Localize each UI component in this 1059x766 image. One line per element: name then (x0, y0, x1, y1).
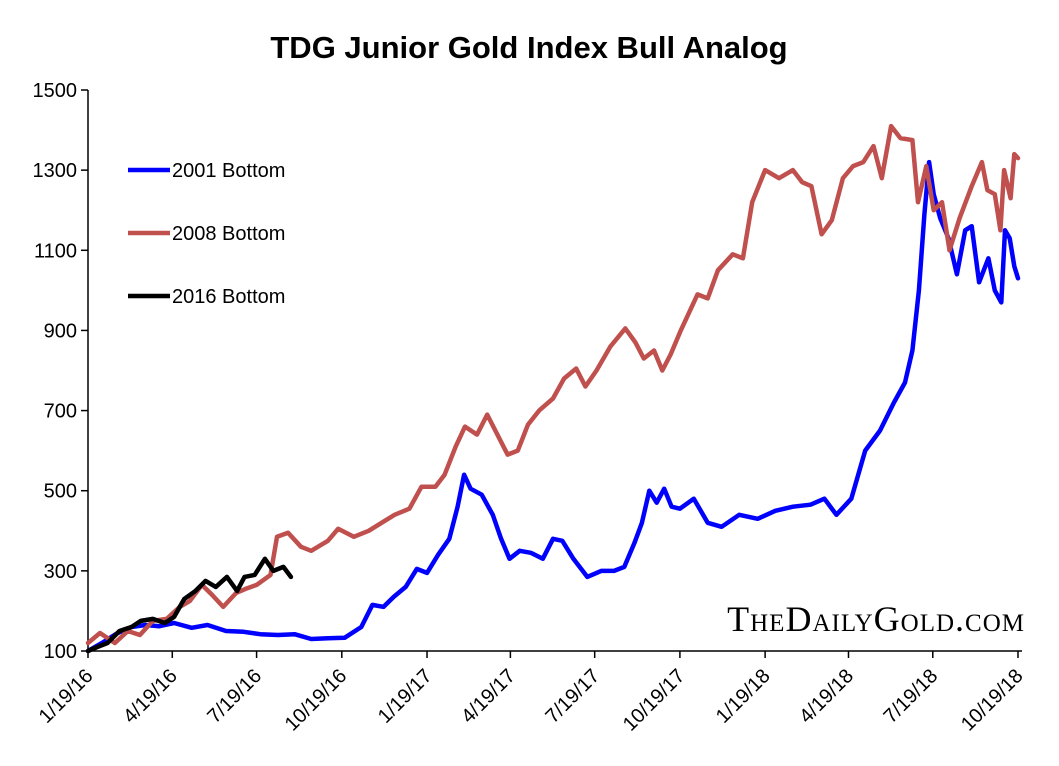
y-tick-label: 300 (44, 561, 77, 583)
y-tick-label: 1100 (34, 240, 77, 262)
series-line-2016-bottom (85, 556, 294, 654)
y-tick-label: 900 (44, 320, 77, 342)
y-tick-label: 1500 (33, 80, 78, 102)
legend: 2001 Bottom 2008 Bottom 2016 Bottom (128, 160, 285, 308)
chart-title: TDG Junior Gold Index Bull Analog (270, 30, 787, 65)
y-tick-label: 100 (44, 641, 77, 663)
series-lines (85, 123, 1021, 654)
y-tick-label: 1300 (33, 160, 78, 182)
legend-label-2001-bottom: 2001 Bottom (172, 160, 285, 182)
series-line-2008-bottom (85, 123, 1021, 646)
y-axis-ticks: 100 300 500 700 900 1100 1300 1500 (33, 80, 88, 663)
y-tick-label: 700 (44, 401, 77, 423)
y-tick-label: 500 (44, 481, 77, 503)
legend-label-2016-bottom: 2016 Bottom (172, 286, 285, 308)
series-line-2001-bottom (85, 159, 1021, 654)
legend-label-2008-bottom: 2008 Bottom (172, 223, 285, 245)
watermark-text: TheDailyGold.com (727, 599, 1025, 639)
axes (87, 90, 1022, 652)
